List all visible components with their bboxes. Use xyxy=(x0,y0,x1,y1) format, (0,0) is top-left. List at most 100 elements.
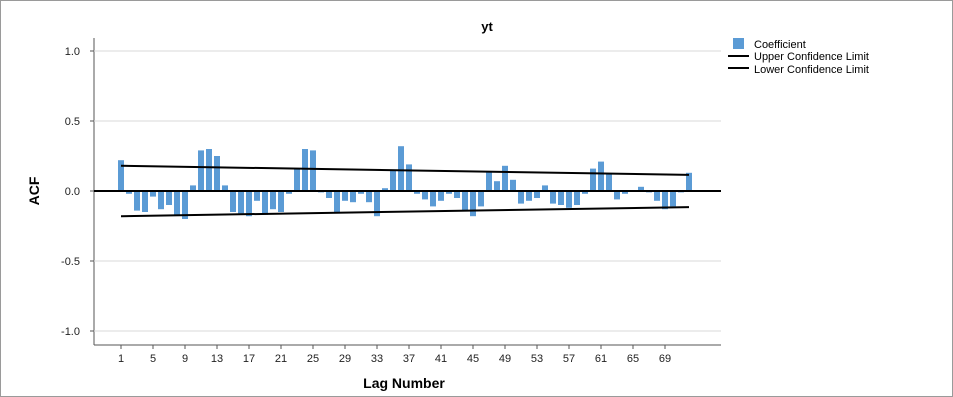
acf-bar xyxy=(350,191,356,203)
acf-bar xyxy=(550,191,556,204)
acf-bar xyxy=(382,188,388,191)
acf-bar xyxy=(518,191,524,204)
acf-bar xyxy=(222,185,228,191)
acf-bar xyxy=(198,150,204,191)
acf-bar xyxy=(358,191,364,194)
bars xyxy=(118,146,692,219)
acf-bar xyxy=(326,191,332,198)
acf-bar xyxy=(366,191,372,203)
legend: Coefficient Upper Confidence Limit Lower… xyxy=(728,38,869,76)
acf-bar xyxy=(214,156,220,191)
legend-swatch-coefficient xyxy=(733,38,744,49)
acf-bar xyxy=(510,179,516,191)
acf-bar xyxy=(454,191,460,198)
x-tick-label: 41 xyxy=(435,353,447,365)
acf-bar xyxy=(254,191,260,201)
acf-bar xyxy=(606,174,612,191)
x-tick-label: 57 xyxy=(563,353,575,365)
acf-bar xyxy=(294,168,300,191)
acf-bar xyxy=(126,191,132,194)
acf-bar xyxy=(422,191,428,200)
acf-bar xyxy=(374,191,380,217)
legend-label-lower: Lower Confidence Limit xyxy=(754,64,869,76)
acf-bar xyxy=(598,161,604,191)
acf-bar xyxy=(446,191,452,194)
x-tick-label: 69 xyxy=(659,353,671,365)
acf-bar xyxy=(486,171,492,191)
acf-bar xyxy=(430,191,436,207)
acf-bar xyxy=(622,191,628,194)
acf-bar xyxy=(526,191,532,201)
x-axis-ticks: 1 5 9 13 17 21 25 29 33 37 41 45 49 53 57 61 65 69 xyxy=(118,345,671,365)
x-tick-label: 13 xyxy=(211,353,223,365)
x-tick-label: 1 xyxy=(118,353,124,365)
x-tick-label: 29 xyxy=(339,353,351,365)
legend-label-upper: Upper Confidence Limit xyxy=(754,51,869,63)
x-tick-label: 21 xyxy=(275,353,287,365)
acf-bar xyxy=(638,186,644,191)
acf-bar xyxy=(614,191,620,200)
acf-bar xyxy=(230,191,236,212)
acf-bar xyxy=(190,185,196,191)
acf-bar xyxy=(566,191,572,208)
confidence-lines xyxy=(120,164,690,218)
x-tick-label: 49 xyxy=(499,353,511,365)
acf-bar xyxy=(206,149,212,191)
x-tick-label: 61 xyxy=(595,353,607,365)
x-tick-label: 9 xyxy=(182,353,188,365)
acf-bar xyxy=(654,191,660,201)
acf-bar xyxy=(150,191,156,197)
x-axis-title: Lag Number xyxy=(363,375,445,391)
gridlines xyxy=(94,50,721,332)
acf-bar xyxy=(310,150,316,191)
legend-label-coefficient: Coefficient xyxy=(754,39,806,51)
acf-bar xyxy=(534,191,540,198)
x-tick-label: 37 xyxy=(403,353,415,365)
x-tick-label: 33 xyxy=(371,353,383,365)
acf-bar xyxy=(406,164,412,191)
acf-bar xyxy=(470,191,476,217)
x-tick-label: 53 xyxy=(531,353,543,365)
acf-bar xyxy=(286,191,292,194)
acf-bar xyxy=(462,191,468,211)
acf-bar xyxy=(262,191,268,215)
acf-bar xyxy=(686,172,692,191)
acf-bar xyxy=(478,191,484,207)
acf-bar xyxy=(390,170,396,191)
y-tick-label: -1.0 xyxy=(61,326,80,338)
x-tick-label: 45 xyxy=(467,353,479,365)
acf-bar xyxy=(302,149,308,191)
acf-bar xyxy=(270,191,276,210)
y-axis-title: ACF xyxy=(26,176,42,205)
acf-bar xyxy=(246,191,252,217)
acf-bar xyxy=(278,191,284,212)
x-tick-label: 65 xyxy=(627,353,639,365)
acf-bar xyxy=(438,191,444,201)
acf-bar xyxy=(142,191,148,212)
acf-bar xyxy=(574,191,580,205)
y-tick-label: -0.5 xyxy=(61,256,80,268)
acf-bar xyxy=(502,165,508,191)
acf-bar xyxy=(158,191,164,210)
y-tick-label: 1.0 xyxy=(65,46,80,58)
upper-confidence-line xyxy=(120,164,690,176)
chart-title: yt xyxy=(481,19,493,34)
acf-bar xyxy=(414,191,420,194)
y-tick-label: 0.0 xyxy=(65,186,80,198)
acf-bar xyxy=(542,185,548,191)
acf-bar xyxy=(174,191,180,215)
acf-bar xyxy=(182,191,188,219)
lower-confidence-line xyxy=(120,206,690,218)
acf-bar xyxy=(670,191,676,207)
x-tick-label: 5 xyxy=(150,353,156,365)
acf-bar xyxy=(238,191,244,214)
acf-bar xyxy=(342,191,348,201)
acf-bar xyxy=(166,191,172,205)
acf-bar xyxy=(134,191,140,211)
acf-bar xyxy=(662,191,668,210)
acf-bar xyxy=(582,191,588,194)
y-tick-label: 0.5 xyxy=(65,116,80,128)
acf-bar xyxy=(398,146,404,191)
acf-bar xyxy=(558,191,564,205)
